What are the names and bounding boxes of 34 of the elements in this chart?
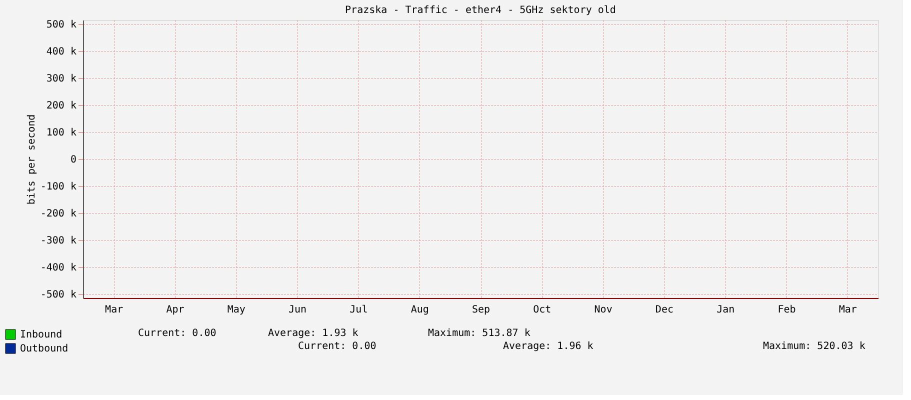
- x-tick-label: Dec: [655, 304, 674, 316]
- chart-title: Prazska - Traffic - ether4 - 5GHz sektory old: [345, 5, 616, 16]
- text: Maximum: 520.03 k: [763, 341, 866, 352]
- y-tick-label: -200 k: [40, 208, 76, 220]
- y-tick-label: -400 k: [40, 262, 76, 274]
- text: Maximum: 513.87 k: [428, 328, 530, 339]
- x-tick-label: Nov: [594, 304, 612, 316]
- text: Current: 0.00: [298, 341, 376, 352]
- y-tick-label: 300 k: [46, 74, 76, 85]
- x-tick-label: Jan: [716, 304, 735, 316]
- y-tick-label: 100 k: [46, 128, 76, 139]
- x-tick-label: Sep: [472, 304, 490, 316]
- legend-label: Inbound: [20, 330, 62, 340]
- text: Average: 1.93 k: [268, 328, 358, 339]
- x-tick-label: Mar: [105, 304, 124, 316]
- y-tick-label: -500 k: [40, 289, 76, 300]
- y-tick-label: 500 k: [46, 20, 76, 31]
- x-tick-label: Feb: [778, 304, 796, 316]
- y-tick-label: -300 k: [40, 235, 76, 246]
- y-tick-label: 0: [70, 154, 76, 166]
- y-tick-label: -100 k: [40, 181, 76, 192]
- y-tick-label: 400 k: [46, 46, 76, 58]
- x-tick-label: Oct: [533, 304, 552, 316]
- x-tick-label: Jun: [288, 304, 307, 316]
- text: Average: 1.96 k: [503, 341, 594, 352]
- x-tick-label: Mar: [838, 304, 857, 316]
- text: Current: 0.00: [138, 328, 216, 339]
- x-tick-label: Apr: [166, 304, 184, 316]
- x-tick-label: Aug: [410, 304, 429, 316]
- x-tick-label: May: [227, 304, 246, 316]
- legend-label: Outbound: [20, 344, 68, 354]
- x-tick-label: Jul: [350, 304, 368, 316]
- y-axis-title: bits per second: [26, 114, 38, 205]
- y-tick-label: 200 k: [46, 100, 76, 112]
